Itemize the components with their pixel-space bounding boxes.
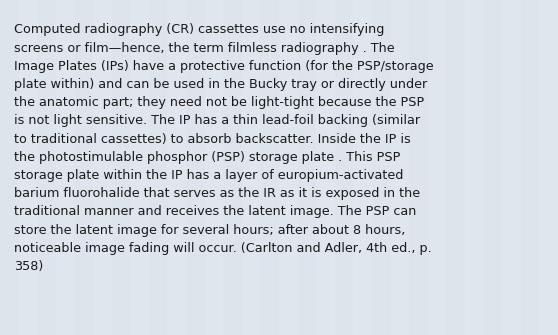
Bar bbox=[74, 0, 93, 335]
Bar bbox=[93, 0, 112, 335]
Bar bbox=[316, 0, 335, 335]
Bar bbox=[261, 0, 279, 335]
Bar bbox=[0, 0, 18, 335]
Bar bbox=[242, 0, 261, 335]
Bar bbox=[335, 0, 353, 335]
Bar bbox=[297, 0, 316, 335]
Bar bbox=[167, 0, 186, 335]
Bar bbox=[540, 0, 558, 335]
Bar bbox=[428, 0, 446, 335]
Bar bbox=[465, 0, 484, 335]
Bar bbox=[279, 0, 297, 335]
Bar bbox=[56, 0, 74, 335]
Bar bbox=[37, 0, 56, 335]
Text: Computed radiography (CR) cassettes use no intensifying
screens or film—hence, t: Computed radiography (CR) cassettes use … bbox=[14, 23, 434, 273]
Bar bbox=[353, 0, 372, 335]
Bar bbox=[446, 0, 465, 335]
Bar bbox=[391, 0, 409, 335]
Bar bbox=[130, 0, 149, 335]
Bar bbox=[521, 0, 540, 335]
Bar bbox=[502, 0, 521, 335]
Bar bbox=[205, 0, 223, 335]
Bar bbox=[409, 0, 428, 335]
Bar bbox=[186, 0, 205, 335]
Bar bbox=[484, 0, 502, 335]
Bar bbox=[223, 0, 242, 335]
Bar bbox=[18, 0, 37, 335]
Bar bbox=[372, 0, 391, 335]
Bar bbox=[112, 0, 130, 335]
Bar bbox=[149, 0, 167, 335]
